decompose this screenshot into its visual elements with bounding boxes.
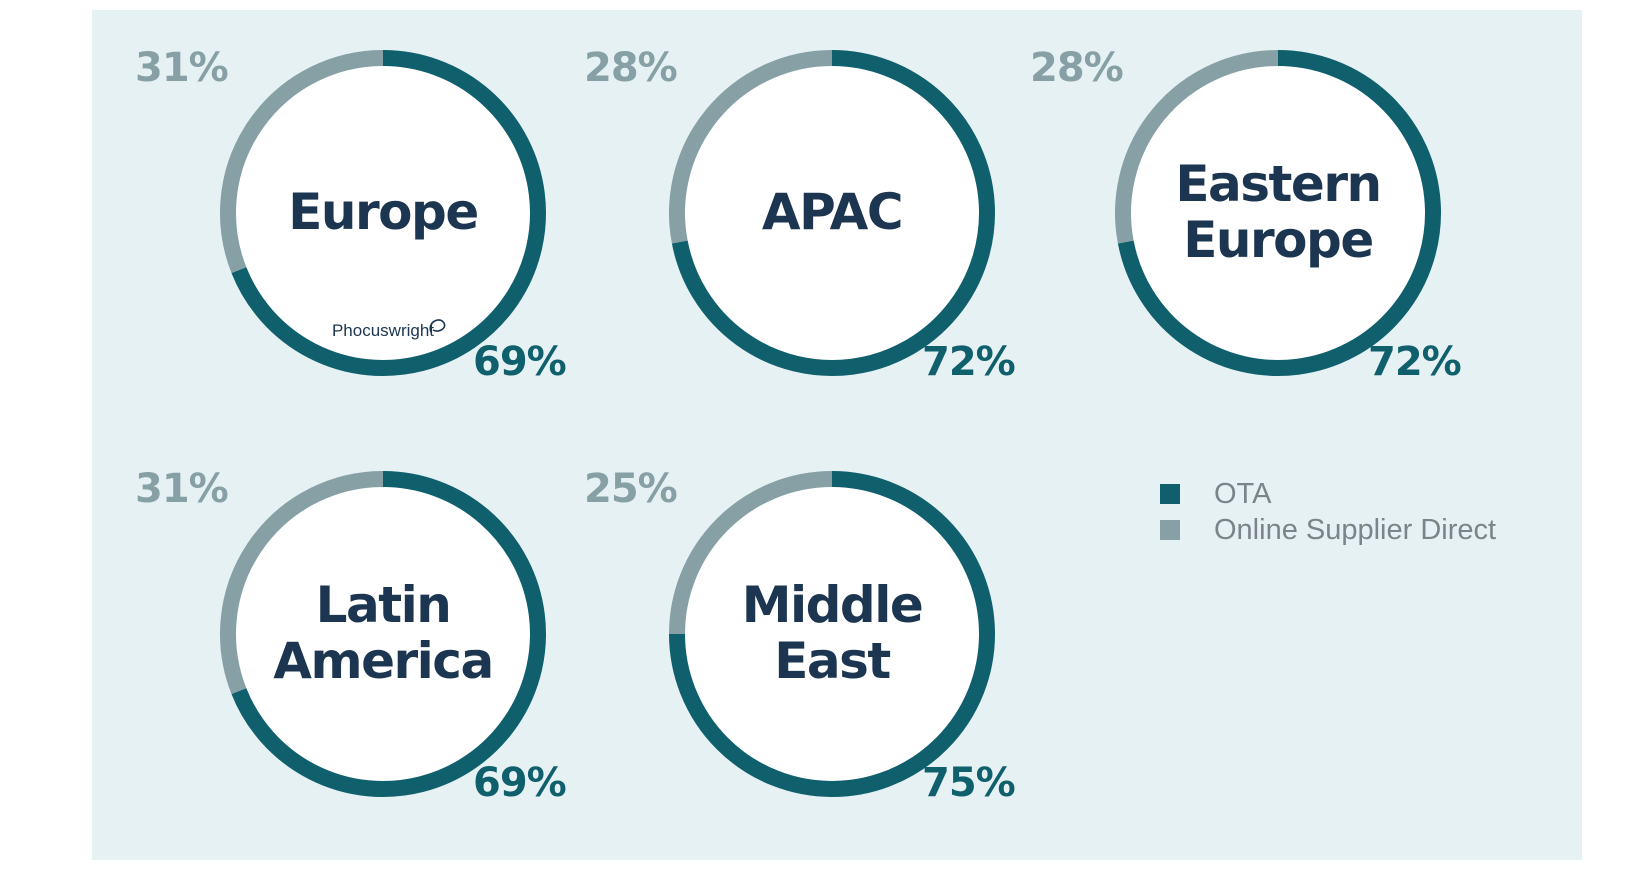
donut-center-middle-east: [685, 487, 979, 781]
legend-item-ota: OTA: [1160, 476, 1496, 512]
ota-pct-label-middle-east: 75%: [922, 760, 1015, 806]
supplier-pct-label-europe: 31%: [135, 45, 228, 91]
slice-ota-europe: [231, 50, 546, 376]
ota-pct-label-apac: 72%: [922, 339, 1015, 385]
legend-item-supplier-direct: Online Supplier Direct: [1160, 512, 1496, 548]
slice-supplier-direct-europe: [220, 50, 384, 273]
region-label-middle-east-line-2: East: [774, 632, 890, 690]
donut-center-latin-america: [236, 487, 530, 781]
supplier-pct-label-middle-east: 25%: [584, 466, 677, 512]
legend: OTA Online Supplier Direct: [1160, 476, 1496, 548]
slice-supplier-direct-eastern-europe: [1115, 50, 1279, 244]
slice-ota-eastern-europe: [1117, 50, 1441, 376]
donut-center-eastern-europe: [1131, 66, 1425, 360]
ota-pct-label-europe: 69%: [473, 339, 566, 385]
region-label-eastern-europe-line-1: Eastern: [1175, 155, 1380, 213]
region-label-latin-america-line-1: Latin: [316, 576, 451, 634]
region-label-latin-america-line-2: America: [273, 632, 492, 690]
slice-ota-middle-east: [669, 471, 995, 797]
slice-supplier-direct-middle-east: [669, 471, 833, 635]
region-label-europe: Europe: [288, 183, 477, 241]
region-label-eastern-europe-line-2: Europe: [1183, 211, 1372, 269]
supplier-pct-label-latin-america: 31%: [135, 466, 228, 512]
ota-pct-label-latin-america: 69%: [473, 760, 566, 806]
slice-ota-latin-america: [231, 471, 546, 797]
slice-ota-apac: [671, 50, 995, 376]
phocuswright-logo-mark-icon: [429, 319, 446, 333]
donut-center-europe: [236, 66, 530, 360]
supplier-pct-label-apac: 28%: [584, 45, 677, 91]
ota-pct-label-eastern-europe: 72%: [1368, 339, 1461, 385]
legend-swatch-supplier-direct: [1160, 520, 1180, 540]
legend-label-supplier-direct: Online Supplier Direct: [1214, 513, 1497, 546]
supplier-pct-label-eastern-europe: 28%: [1030, 45, 1123, 91]
legend-label-ota: OTA: [1214, 477, 1272, 510]
phocuswright-logo: Phocuswright: [332, 321, 434, 340]
region-label-apac: APAC: [762, 183, 902, 241]
legend-swatch-ota: [1160, 484, 1180, 504]
slice-supplier-direct-apac: [669, 50, 833, 244]
slice-supplier-direct-latin-america: [220, 471, 384, 694]
donut-center-apac: [685, 66, 979, 360]
donut-apac: APAC 28% 72%: [584, 45, 1016, 385]
donut-europe: Europe 31% 69%: [135, 45, 567, 385]
region-label-middle-east-line-1: Middle: [742, 576, 923, 634]
